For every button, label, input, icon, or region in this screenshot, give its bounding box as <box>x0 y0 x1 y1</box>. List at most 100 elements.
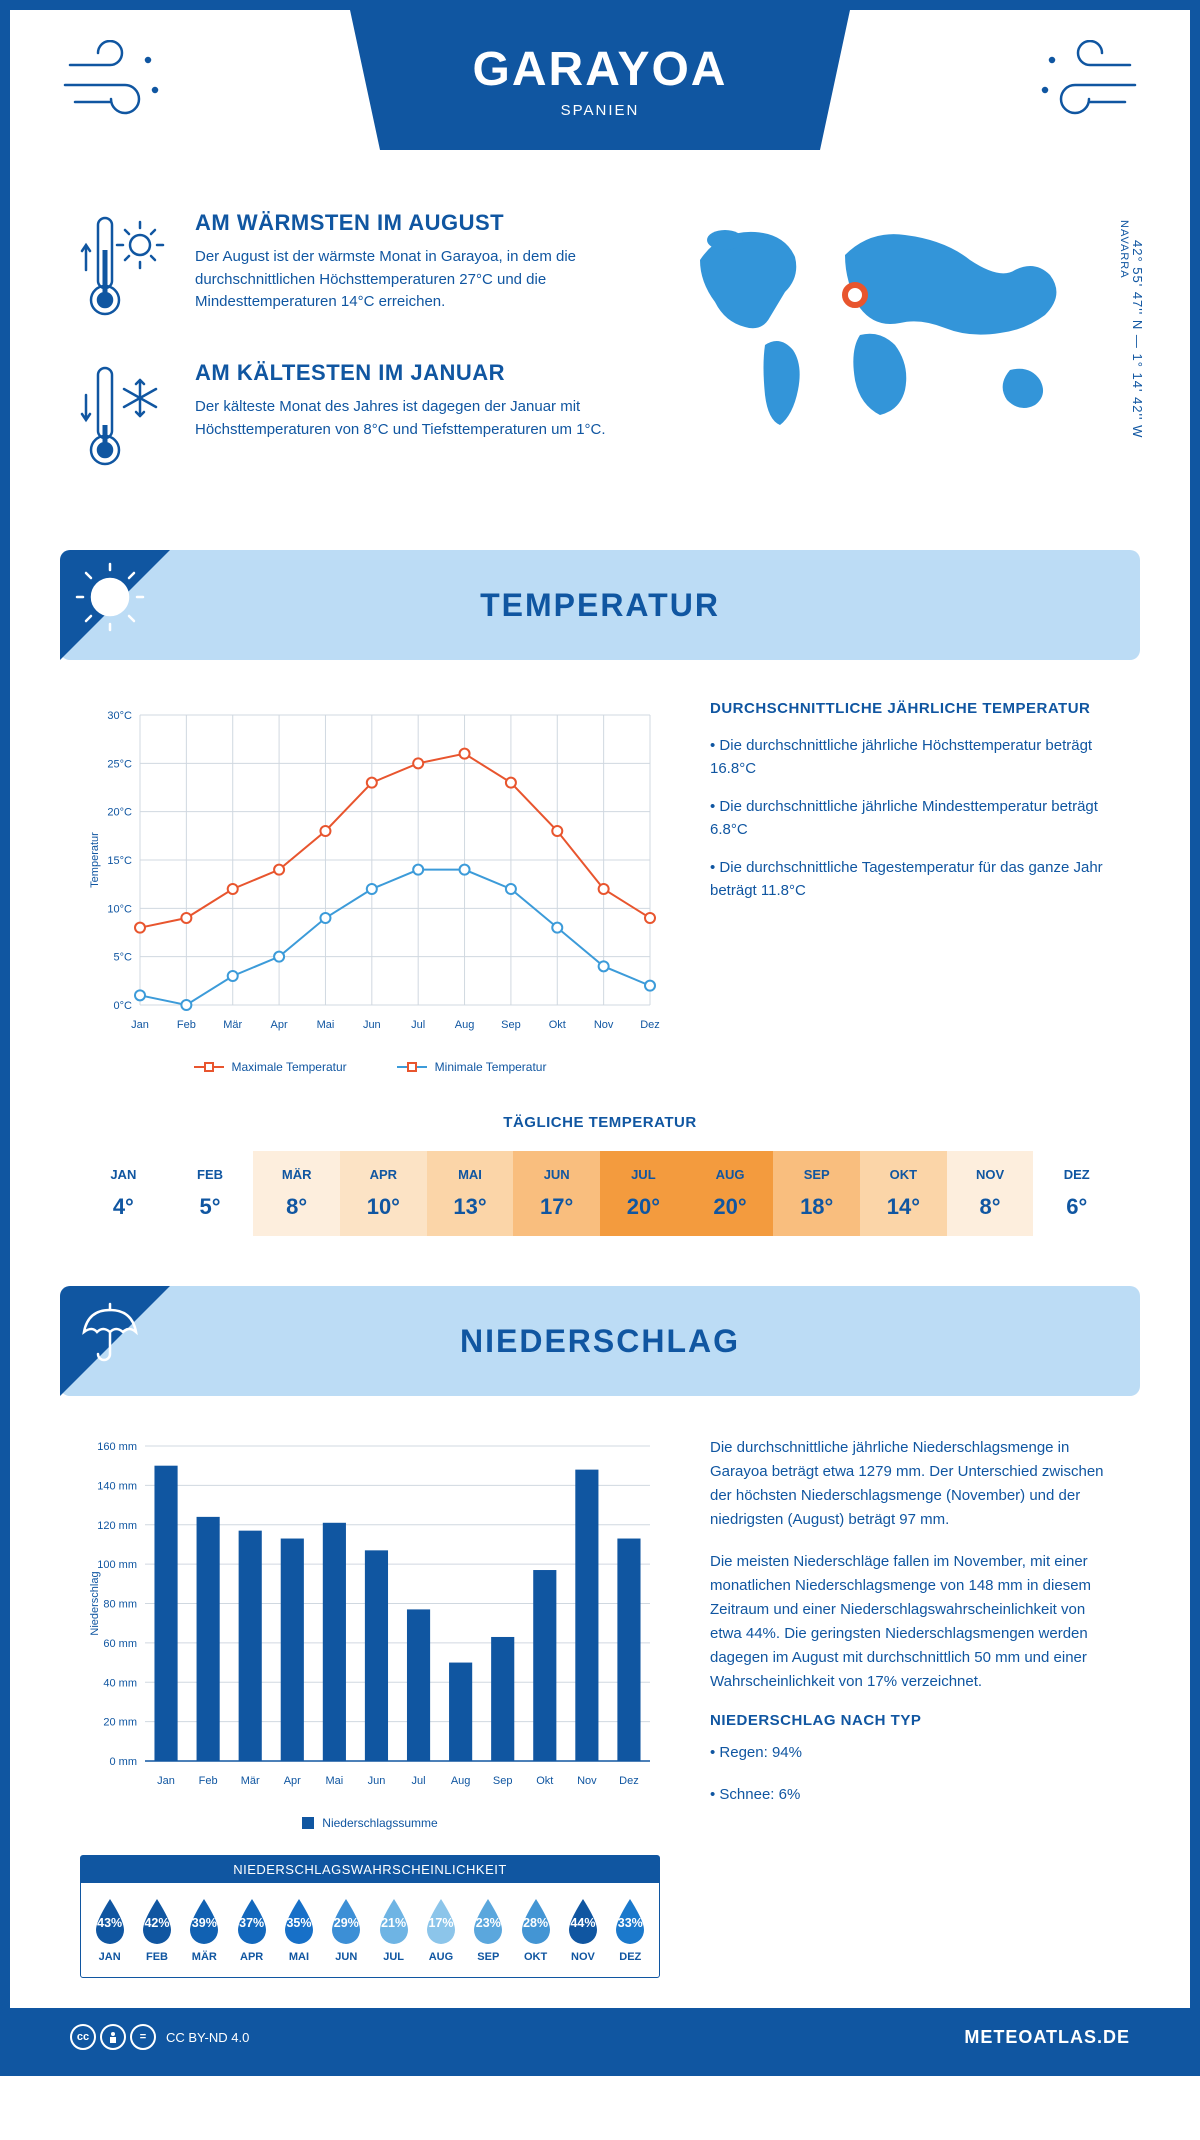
coordinates: 42° 55' 47'' N — 1° 14' 42'' W <box>1130 240 1145 438</box>
svg-text:80 mm: 80 mm <box>103 1599 137 1611</box>
svg-text:Jul: Jul <box>411 1019 425 1031</box>
prob-cell: 35% MAI <box>276 1897 321 1963</box>
legend-min: Minimale Temperatur <box>435 1060 547 1074</box>
precip-type1: • Regen: 94% <box>710 1741 1120 1765</box>
prob-title: NIEDERSCHLAGSWAHRSCHEINLICHKEIT <box>81 1856 659 1883</box>
wind-icon <box>1030 40 1140 135</box>
wind-icon <box>60 40 170 135</box>
warmest-title: AM WÄRMSTEN IM AUGUST <box>195 210 630 236</box>
section-title: NIEDERSCHLAG <box>460 1323 740 1360</box>
temp-summary-title: DURCHSCHNITTLICHE JÄHRLICHE TEMPERATUR <box>710 700 1120 717</box>
prob-cell: 42% FEB <box>134 1897 179 1963</box>
svg-text:Sep: Sep <box>501 1019 521 1031</box>
precip-p1: Die durchschnittliche jährliche Niedersc… <box>710 1436 1120 1532</box>
warmest-block: AM WÄRMSTEN IM AUGUST Der August ist der… <box>80 210 630 325</box>
svg-text:Niederschlag: Niederschlag <box>89 1571 101 1635</box>
prob-cell: 21% JUL <box>371 1897 416 1963</box>
svg-text:Mai: Mai <box>326 1775 344 1787</box>
precipitation-probability-box: NIEDERSCHLAGSWAHRSCHEINLICHKEIT 43% JAN … <box>80 1855 660 1978</box>
precip-type2: • Schnee: 6% <box>710 1783 1120 1807</box>
chart-legend: Niederschlagssumme <box>80 1816 660 1830</box>
site-name: METEOATLAS.DE <box>964 2027 1130 2048</box>
svg-text:140 mm: 140 mm <box>97 1480 137 1492</box>
raindrop-icon: 39% <box>184 1897 224 1945</box>
daily-cell: MÄR8° <box>253 1151 340 1236</box>
precipitation-summary: Die durchschnittliche jährliche Niedersc… <box>710 1436 1120 1978</box>
section-title: TEMPERATUR <box>480 587 720 624</box>
daily-title: TÄGLICHE TEMPERATUR <box>80 1114 1120 1131</box>
precipitation-section-header: NIEDERSCHLAG <box>60 1286 1140 1396</box>
svg-text:Jun: Jun <box>363 1019 381 1031</box>
svg-text:25°C: 25°C <box>107 758 132 770</box>
svg-text:Feb: Feb <box>199 1775 218 1787</box>
temp-summary-p2: • Die durchschnittliche jährliche Mindes… <box>710 796 1120 841</box>
prob-cell: 37% APR <box>229 1897 274 1963</box>
umbrella-icon <box>75 1298 145 1373</box>
raindrop-icon: 29% <box>326 1897 366 1945</box>
page-subtitle: SPANIEN <box>561 102 640 119</box>
svg-text:30°C: 30°C <box>107 710 132 722</box>
svg-text:15°C: 15°C <box>107 855 132 867</box>
header: GARAYOA SPANIEN <box>10 10 1190 190</box>
daily-cell: NOV8° <box>947 1151 1034 1236</box>
svg-text:Jun: Jun <box>368 1775 386 1787</box>
svg-text:Nov: Nov <box>594 1019 614 1031</box>
daily-cell: FEB5° <box>167 1151 254 1236</box>
coldest-block: AM KÄLTESTEN IM JANUAR Der kälteste Mona… <box>80 360 630 475</box>
daily-cell: JUL20° <box>600 1151 687 1236</box>
prob-cell: 39% MÄR <box>182 1897 227 1963</box>
prob-cell: 43% JAN <box>87 1897 132 1963</box>
svg-text:Temperatur: Temperatur <box>89 832 101 888</box>
raindrop-icon: 17% <box>421 1897 461 1945</box>
sun-icon <box>75 562 145 637</box>
precip-type-title: NIEDERSCHLAG NACH TYP <box>710 1712 1120 1729</box>
title-banner: GARAYOA SPANIEN <box>350 10 850 150</box>
svg-text:Mär: Mär <box>241 1775 260 1787</box>
prob-cell: 28% OKT <box>513 1897 558 1963</box>
svg-text:100 mm: 100 mm <box>97 1559 137 1571</box>
daily-cell: SEP18° <box>773 1151 860 1236</box>
cc-icons: cc = <box>70 2024 156 2050</box>
legend-max: Maximale Temperatur <box>232 1060 347 1074</box>
temperature-summary: DURCHSCHNITTLICHE JÄHRLICHE TEMPERATUR •… <box>710 700 1120 1074</box>
svg-text:20 mm: 20 mm <box>103 1717 137 1729</box>
raindrop-icon: 42% <box>137 1897 177 1945</box>
svg-text:Nov: Nov <box>577 1775 597 1787</box>
svg-text:160 mm: 160 mm <box>97 1441 137 1453</box>
svg-text:Mai: Mai <box>317 1019 335 1031</box>
temp-summary-p1: • Die durchschnittliche jährliche Höchst… <box>710 735 1120 780</box>
world-map <box>670 210 1090 440</box>
raindrop-icon: 37% <box>232 1897 272 1945</box>
page-title: GARAYOA <box>473 42 728 97</box>
temperature-section-header: TEMPERATUR <box>60 550 1140 660</box>
svg-text:Jan: Jan <box>131 1019 149 1031</box>
svg-text:Jul: Jul <box>412 1775 426 1787</box>
svg-text:Sep: Sep <box>493 1775 513 1787</box>
prob-cell: 44% NOV <box>560 1897 605 1963</box>
prob-cell: 23% SEP <box>466 1897 511 1963</box>
thermometer-hot-icon <box>80 210 170 325</box>
daily-cell: JAN4° <box>80 1151 167 1236</box>
cc-icon: cc <box>70 2024 96 2050</box>
raindrop-icon: 44% <box>563 1897 603 1945</box>
svg-text:Apr: Apr <box>271 1019 288 1031</box>
svg-text:Feb: Feb <box>177 1019 196 1031</box>
daily-cell: DEZ6° <box>1033 1151 1120 1236</box>
temp-summary-p3: • Die durchschnittliche Tagestemperatur … <box>710 857 1120 902</box>
daily-cell: APR10° <box>340 1151 427 1236</box>
svg-text:Okt: Okt <box>549 1019 566 1031</box>
nd-icon: = <box>130 2024 156 2050</box>
daily-cell: AUG20° <box>687 1151 774 1236</box>
daily-cell: OKT14° <box>860 1151 947 1236</box>
svg-text:0°C: 0°C <box>114 1000 133 1012</box>
coldest-text: Der kälteste Monat des Jahres ist dagege… <box>195 396 630 441</box>
legend-precip: Niederschlagssumme <box>322 1816 437 1830</box>
precipitation-chart: 0 mm20 mm40 mm60 mm80 mm100 mm120 mm140 … <box>80 1436 660 1796</box>
intro-section: AM WÄRMSTEN IM AUGUST Der August ist der… <box>10 190 1190 550</box>
footer: cc = CC BY-ND 4.0 METEOATLAS.DE <box>10 2008 1190 2066</box>
raindrop-icon: 23% <box>468 1897 508 1945</box>
thermometer-cold-icon <box>80 360 170 475</box>
prob-cell: 33% DEZ <box>608 1897 653 1963</box>
by-icon <box>100 2024 126 2050</box>
prob-cell: 17% AUG <box>418 1897 463 1963</box>
